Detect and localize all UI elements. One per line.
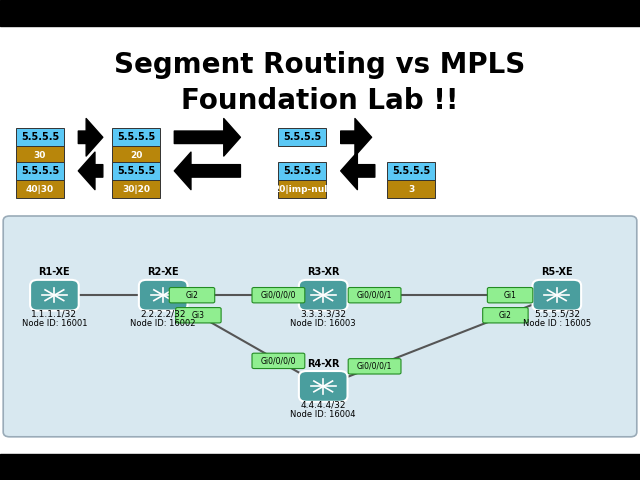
FancyBboxPatch shape: [169, 288, 214, 303]
Text: 5.5.5.5/32: 5.5.5.5/32: [534, 310, 580, 319]
Text: Segment Routing vs MPLS: Segment Routing vs MPLS: [115, 51, 525, 79]
Text: 40|30: 40|30: [26, 185, 54, 193]
Text: 3: 3: [408, 185, 414, 193]
Text: 20: 20: [130, 151, 142, 160]
Text: Gi0/0/0/1: Gi0/0/0/1: [357, 362, 392, 371]
Text: 1.1.1.1/32: 1.1.1.1/32: [31, 310, 77, 319]
Text: R3-XR: R3-XR: [307, 267, 339, 277]
FancyBboxPatch shape: [30, 280, 79, 311]
Text: 5.5.5.5: 5.5.5.5: [392, 166, 430, 176]
Text: R4-XR: R4-XR: [307, 359, 339, 369]
FancyBboxPatch shape: [16, 146, 64, 165]
Text: Node ID : 16005: Node ID : 16005: [523, 319, 591, 328]
FancyBboxPatch shape: [112, 128, 160, 146]
Text: 5.5.5.5: 5.5.5.5: [21, 132, 59, 142]
FancyBboxPatch shape: [112, 146, 160, 165]
Text: 5.5.5.5: 5.5.5.5: [117, 166, 155, 176]
FancyBboxPatch shape: [3, 216, 637, 437]
Text: Foundation Lab !!: Foundation Lab !!: [181, 87, 459, 115]
FancyBboxPatch shape: [16, 180, 64, 198]
Text: Node ID: 16003: Node ID: 16003: [291, 319, 356, 328]
FancyBboxPatch shape: [139, 280, 188, 311]
FancyBboxPatch shape: [532, 280, 581, 311]
FancyBboxPatch shape: [278, 162, 326, 180]
Text: R5-XE: R5-XE: [541, 267, 573, 277]
Text: Node ID: 16004: Node ID: 16004: [291, 410, 356, 420]
Text: 3.3.3.3/32: 3.3.3.3/32: [300, 310, 346, 319]
FancyBboxPatch shape: [16, 128, 64, 146]
Text: 30: 30: [34, 151, 46, 160]
Text: Gi3: Gi3: [192, 311, 205, 320]
FancyBboxPatch shape: [252, 288, 305, 303]
Text: Gi0/0/0/0: Gi0/0/0/0: [260, 356, 296, 365]
FancyBboxPatch shape: [488, 288, 532, 303]
Bar: [0, 0, 640, 26]
FancyBboxPatch shape: [483, 308, 528, 323]
Bar: [0, 454, 640, 480]
FancyBboxPatch shape: [387, 162, 435, 180]
FancyBboxPatch shape: [112, 180, 160, 198]
FancyBboxPatch shape: [348, 359, 401, 374]
Text: Node ID: 16001: Node ID: 16001: [22, 319, 87, 328]
Text: R1-XE: R1-XE: [38, 267, 70, 277]
Text: 30|20: 30|20: [122, 185, 150, 193]
FancyBboxPatch shape: [112, 162, 160, 180]
Text: 5.5.5.5: 5.5.5.5: [21, 166, 59, 176]
Text: R2-XE: R2-XE: [147, 267, 179, 277]
Text: Gi0/0/0/0: Gi0/0/0/0: [260, 291, 296, 300]
FancyBboxPatch shape: [299, 280, 348, 311]
FancyBboxPatch shape: [16, 162, 64, 180]
Text: Gi0/0/0/1: Gi0/0/0/1: [357, 291, 392, 300]
FancyBboxPatch shape: [278, 128, 326, 146]
Text: Gi2: Gi2: [499, 311, 512, 320]
FancyBboxPatch shape: [348, 288, 401, 303]
Text: Node ID: 16002: Node ID: 16002: [131, 319, 196, 328]
Text: 2.2.2.2/32: 2.2.2.2/32: [140, 310, 186, 319]
Text: Gi1: Gi1: [504, 291, 516, 300]
FancyBboxPatch shape: [278, 180, 326, 198]
Text: 5.5.5.5: 5.5.5.5: [284, 166, 321, 176]
FancyBboxPatch shape: [175, 308, 221, 323]
Text: 5.5.5.5: 5.5.5.5: [117, 132, 155, 142]
FancyBboxPatch shape: [299, 371, 348, 402]
FancyBboxPatch shape: [252, 353, 305, 369]
Text: Gi2: Gi2: [186, 291, 198, 300]
Text: 5.5.5.5: 5.5.5.5: [284, 132, 321, 142]
Text: 4.4.4.4/32: 4.4.4.4/32: [300, 401, 346, 410]
FancyBboxPatch shape: [387, 180, 435, 198]
Text: 20|imp-null: 20|imp-null: [274, 185, 331, 193]
